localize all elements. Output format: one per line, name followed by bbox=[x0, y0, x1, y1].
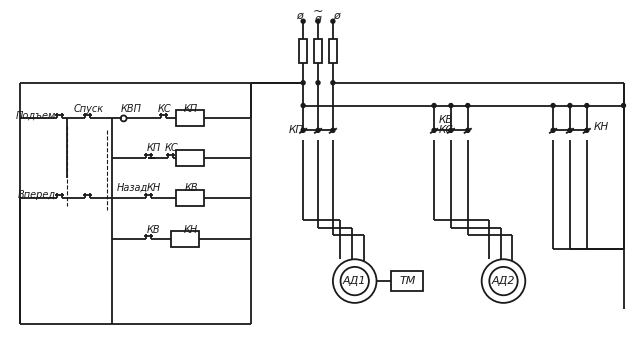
Circle shape bbox=[449, 103, 453, 107]
Circle shape bbox=[432, 128, 436, 132]
Circle shape bbox=[466, 128, 470, 132]
Text: АД2: АД2 bbox=[492, 276, 516, 286]
Circle shape bbox=[551, 128, 555, 132]
Text: КП: КП bbox=[184, 103, 198, 114]
Bar bbox=[329, 39, 337, 63]
Text: КС: КС bbox=[164, 143, 178, 153]
Text: КП: КП bbox=[288, 125, 304, 135]
Circle shape bbox=[301, 128, 305, 132]
Circle shape bbox=[568, 103, 572, 107]
Bar bbox=[176, 190, 204, 206]
Circle shape bbox=[585, 128, 589, 132]
Circle shape bbox=[466, 103, 470, 107]
Circle shape bbox=[301, 103, 305, 107]
Text: КП: КП bbox=[146, 143, 160, 153]
Text: КС: КС bbox=[439, 125, 454, 135]
Circle shape bbox=[316, 128, 320, 132]
Bar bbox=[299, 39, 307, 63]
Circle shape bbox=[585, 103, 589, 107]
Text: КН: КН bbox=[146, 183, 160, 193]
Bar bbox=[392, 271, 423, 291]
Circle shape bbox=[316, 19, 320, 23]
Text: КВП: КВП bbox=[121, 103, 142, 114]
Bar bbox=[171, 232, 199, 247]
Text: ø: ø bbox=[315, 13, 322, 23]
Circle shape bbox=[551, 103, 555, 107]
Text: Спуск: Спуск bbox=[74, 103, 104, 114]
Text: Подъем: Подъем bbox=[16, 111, 56, 120]
Text: ø: ø bbox=[296, 10, 302, 20]
Text: КН: КН bbox=[184, 224, 198, 235]
Text: КВ: КВ bbox=[146, 224, 160, 235]
Text: АД1: АД1 bbox=[343, 276, 367, 286]
Circle shape bbox=[568, 128, 572, 132]
Circle shape bbox=[331, 81, 335, 85]
Text: Назад: Назад bbox=[117, 183, 148, 193]
Circle shape bbox=[301, 81, 305, 85]
Text: КВ: КВ bbox=[439, 115, 453, 125]
Circle shape bbox=[449, 128, 453, 132]
Circle shape bbox=[333, 259, 377, 303]
Text: ТМ: ТМ bbox=[399, 276, 415, 286]
Circle shape bbox=[621, 103, 625, 107]
Bar bbox=[176, 111, 204, 126]
Text: ~: ~ bbox=[313, 5, 324, 18]
Circle shape bbox=[482, 259, 525, 303]
Text: КС: КС bbox=[157, 103, 171, 114]
Bar bbox=[314, 39, 322, 63]
Circle shape bbox=[331, 19, 335, 23]
Bar bbox=[176, 150, 204, 166]
Circle shape bbox=[316, 81, 320, 85]
Circle shape bbox=[331, 128, 335, 132]
Text: ø: ø bbox=[333, 10, 340, 20]
Circle shape bbox=[301, 19, 305, 23]
Text: КВ: КВ bbox=[184, 183, 198, 193]
Text: КН: КН bbox=[594, 122, 609, 132]
Text: Вперед: Вперед bbox=[17, 190, 55, 200]
Circle shape bbox=[432, 103, 436, 107]
